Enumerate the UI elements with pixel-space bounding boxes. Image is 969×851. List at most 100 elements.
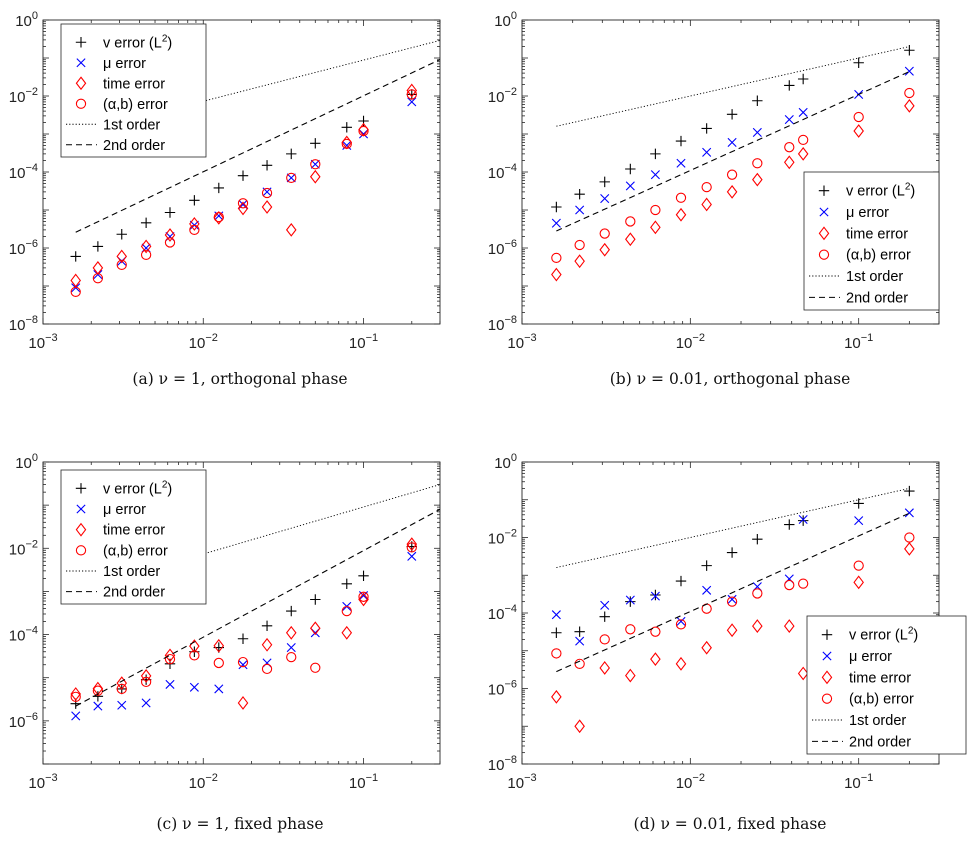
t-data-point (853, 124, 864, 138)
t-data-point (189, 217, 200, 231)
t-data-point (309, 621, 321, 636)
y-tick-label: 10−4 (9, 625, 38, 645)
plot-area (70, 39, 440, 298)
mu-data-point (575, 205, 585, 215)
ab-data-point (784, 579, 795, 591)
mu-data-point (727, 594, 737, 604)
ab-data-point (92, 685, 104, 696)
mu-data-point (702, 585, 712, 595)
v-data-point (358, 115, 369, 127)
ab-data-point (164, 237, 176, 248)
t-data-point (752, 619, 763, 633)
legend-label-o2: 2nd order (846, 290, 908, 306)
legend-label-o2: 2nd order (103, 585, 165, 601)
legend-marker-mu (822, 651, 832, 661)
mu-data-point (286, 643, 296, 653)
ab-data-point (625, 216, 636, 227)
t-data-point (213, 638, 225, 653)
y-tick-label: 10−6 (9, 711, 38, 731)
ab-data-point (406, 89, 417, 100)
legend-label-mu: μ error (103, 56, 146, 72)
legend-marker-t (818, 226, 830, 241)
mu-data-point (752, 127, 762, 137)
v-data-point (625, 163, 636, 175)
t-data-point (783, 155, 795, 170)
legend-box (806, 615, 967, 755)
y-tick-label: 10−8 (9, 314, 38, 334)
ab-data-point (675, 192, 687, 203)
ab-data-point (752, 158, 763, 169)
mu-data-point (575, 636, 585, 646)
v-data-point (904, 485, 915, 497)
legend-marker-mu (76, 504, 86, 514)
t-data-point (70, 273, 82, 288)
mu-data-point (407, 551, 417, 561)
1st-order-line (556, 487, 910, 568)
ab-data-point (140, 249, 152, 261)
ab-data-point (650, 204, 661, 216)
t-data-point (237, 696, 249, 710)
legend-marker-v (75, 37, 87, 48)
legend-label-mu: μ error (846, 205, 889, 221)
t-data-point (904, 541, 915, 556)
v-data-point (574, 189, 585, 200)
legend-marker-ab (75, 545, 87, 556)
v-data-point (237, 170, 249, 181)
t-data-point (701, 640, 712, 655)
ab-data-point (574, 658, 585, 669)
plot-area (70, 484, 440, 721)
v-data-point (650, 589, 661, 601)
legend-label-v: v error (L2) (849, 626, 918, 644)
y-tick-label: 10−6 (9, 238, 38, 258)
v-data-point (70, 251, 81, 262)
ab-data-point (798, 134, 809, 146)
mu-data-point (702, 147, 712, 157)
t-data-point (140, 239, 152, 254)
legend-label-v: v error (L2) (103, 479, 172, 497)
ab-data-point (286, 651, 297, 663)
v-data-point (341, 122, 352, 133)
t-data-point (675, 207, 687, 222)
t-data-point (726, 623, 738, 638)
legend-marker-ab (821, 693, 833, 704)
y-tick-label: 10−4 (488, 162, 517, 182)
y-tick-label: 10−8 (488, 314, 517, 334)
mu-data-point (798, 514, 808, 525)
mu-data-point (286, 173, 296, 183)
ab-data-point (599, 228, 610, 239)
legend-label-t: time error (103, 523, 165, 539)
ab-data-point (237, 656, 249, 668)
legend-label-ab: (α,b) error (103, 97, 168, 113)
mu-data-point (600, 600, 610, 610)
v-data-point (164, 207, 176, 218)
v-data-point (286, 605, 297, 617)
ab-data-point (551, 648, 562, 659)
ab-data-point (752, 588, 763, 599)
v-data-point (189, 195, 200, 206)
mu-data-point (784, 115, 794, 125)
caption: (c) ν = 1, fixed phase (156, 815, 323, 833)
v-data-point (92, 241, 104, 252)
v-data-point (726, 109, 738, 120)
v-data-point (140, 217, 152, 229)
t-data-point (70, 687, 82, 701)
v-data-point (853, 498, 864, 509)
t-data-point (285, 222, 297, 237)
v-data-point (310, 594, 321, 605)
t-data-point (116, 249, 128, 264)
x-tick-label: 10−2 (189, 772, 218, 792)
ab-data-point (310, 662, 321, 673)
plot-area (551, 45, 915, 282)
ab-data-point (261, 663, 273, 675)
x-tick-label: 10−3 (507, 772, 536, 792)
mu-data-point (650, 591, 660, 601)
legend-marker-t (75, 76, 87, 91)
v-data-point (797, 73, 809, 85)
t-data-point (140, 669, 152, 683)
v-data-point (261, 160, 273, 171)
t-data-point (309, 169, 321, 184)
mu-data-point (165, 232, 175, 242)
legend-marker-mu (76, 58, 86, 68)
ab-data-point (286, 172, 297, 184)
